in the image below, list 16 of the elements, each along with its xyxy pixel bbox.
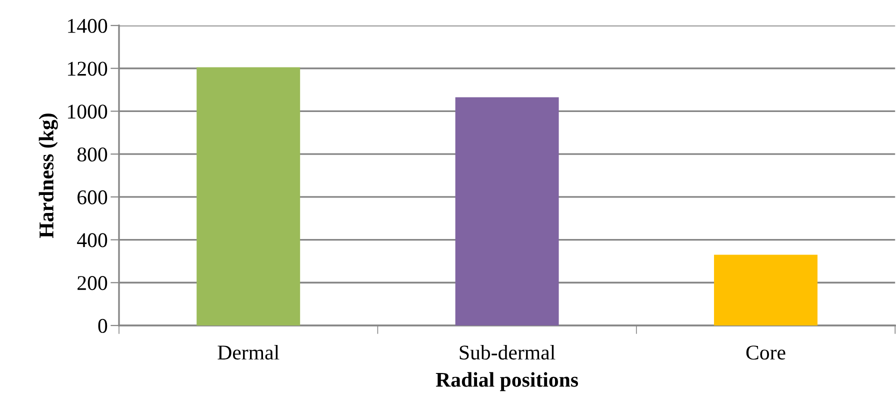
y-tick-label: 600 (78, 190, 108, 204)
y-tick-label: 800 (77, 147, 108, 162)
x-tick-label: Sub-dermal (460, 344, 556, 360)
y-axis-title: Hardness (kg) (38, 114, 58, 238)
y-tick-label: 0 (98, 318, 108, 333)
y-tick-label: 400 (77, 233, 108, 248)
bar (455, 97, 559, 326)
bar (714, 254, 818, 326)
bar (196, 67, 300, 326)
y-tick-label: 1400 (68, 18, 108, 33)
y-tick-label: 1000 (68, 104, 108, 119)
y-tick-label: 1200 (68, 62, 108, 76)
y-tick-label: 200 (78, 276, 108, 290)
x-tick-label: Core (746, 346, 786, 360)
x-tick-label: Dermal (218, 344, 280, 360)
x-axis-title: Radial positions (436, 372, 578, 392)
